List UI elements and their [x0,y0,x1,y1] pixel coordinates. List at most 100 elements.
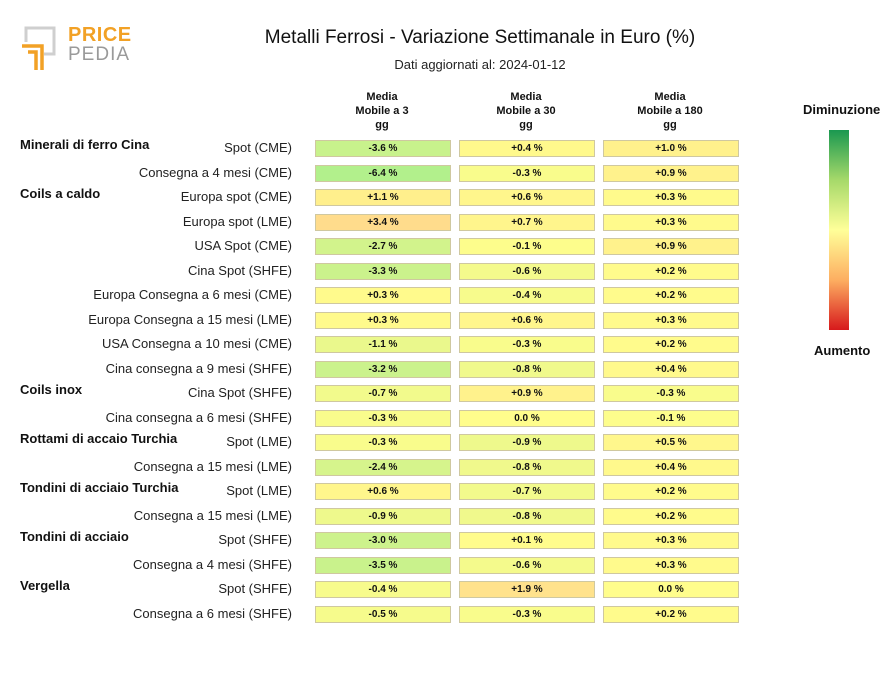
heatmap-cell: -2.7 % [315,238,451,255]
row-label: Europa spot (LME) [182,213,292,229]
heatmap-cell: -3.5 % [315,556,451,574]
logo-word-pedia: PEDIA [68,44,131,65]
heatmap-cell: -0.7 % [459,483,595,500]
heatmap-cell: +0.3 % [315,287,451,304]
heatmap-cell: -2.4 % [315,458,451,476]
column-header-line: Media [654,91,686,103]
heatmap-cell: +0.5 % [603,434,739,451]
column-header-line: Mobile a 180 [637,105,703,117]
heatmap-cell: +0.2 % [603,483,739,500]
heatmap-cell: -0.3 % [459,164,595,182]
row-label: Europa spot (CME) [180,189,292,204]
heatmap-cell: +0.3 % [603,532,739,549]
legend-label-increase: Aumento [814,343,871,358]
column-header-line: gg [519,119,533,131]
group-label: Tondini di acciaio [20,529,129,544]
chart-title: Metalli Ferrosi - Variazione Settimanale… [264,27,696,48]
heatmap-cell: 0.0 % [459,409,595,427]
column-header-30gg: Media Mobile a 30 gg [458,90,594,132]
heatmap-cell: -0.9 % [459,434,595,451]
column-header-180gg: Media Mobile a 180 gg [602,90,738,132]
heatmap-cell: +0.7 % [459,213,595,231]
row-label: Consegna a 15 mesi (LME) [133,458,292,474]
group-label: Tondini di acciaio Turchia [20,480,179,495]
heatmap-cell: -1.1 % [315,336,451,353]
row-label: Spot (SHFE) [218,532,292,547]
heatmap-cell: +0.2 % [603,605,739,623]
row-label: Consegna a 4 mesi (CME) [138,164,292,180]
heatmap-cell: -3.3 % [315,262,451,280]
heatmap-cell: +0.4 % [603,458,739,476]
column-header-line: Mobile a 30 [496,105,556,117]
row-label: Europa Consegna a 6 mesi (CME) [93,287,292,302]
heatmap-cell: +1.0 % [603,140,739,157]
group-label: Coils inox [20,382,83,397]
heatmap-cell: +0.9 % [603,238,739,255]
row-label: Cina consegna a 9 mesi (SHFE) [105,360,292,376]
row-label: Consegna a 4 mesi (SHFE) [133,556,292,572]
legend-color-scale [829,130,849,330]
heatmap-cell: +0.1 % [459,532,595,549]
column-header-line: Media [510,91,542,103]
column-header-line: Media [366,91,398,103]
group-label: Minerali di ferro Cina [20,137,150,152]
legend-label-decrease: Diminuzione [803,102,880,117]
pricepedia-logo-icon [22,26,56,70]
row-label: Spot (SHFE) [218,581,292,596]
heatmap-cell: +0.3 % [603,556,739,574]
heatmap-cell: +0.4 % [459,140,595,157]
heatmap-cell: -0.4 % [315,581,451,598]
heatmap-cell: +0.3 % [603,213,739,231]
row-label: USA Consegna a 10 mesi (CME) [101,336,292,351]
column-header-line: gg [375,119,389,131]
heatmap-cell: -0.3 % [459,605,595,623]
heatmap-cell: +0.9 % [459,385,595,402]
row-label: Cina Spot (SHFE) [187,385,292,400]
heatmap-cell: -0.4 % [459,287,595,304]
heatmap-cell: -0.8 % [459,507,595,525]
heatmap-cell: +0.3 % [315,311,451,329]
row-label: USA Spot (CME) [194,238,292,253]
heatmap-cell: +0.6 % [459,311,595,329]
heatmap-cell: +3.4 % [315,213,451,231]
heatmap-cell: -3.2 % [315,360,451,378]
group-label: Vergella [20,578,70,593]
heatmap-cell: +0.4 % [603,360,739,378]
heatmap-cell: -0.3 % [603,385,739,402]
heatmap-cell: -3.0 % [315,532,451,549]
heatmap-cell: -0.5 % [315,605,451,623]
column-header-line: gg [663,119,677,131]
group-label: Coils a caldo [20,186,101,201]
heatmap-cell: -0.8 % [459,458,595,476]
heatmap-cell: +1.1 % [315,189,451,206]
heatmap-cell: -0.3 % [315,434,451,451]
row-label: Consegna a 15 mesi (LME) [133,507,292,523]
pricepedia-logo: PRICE PEDIA [20,24,132,74]
heatmap-cell: -3.6 % [315,140,451,157]
heatmap-cell: -0.3 % [459,336,595,353]
heatmap-cell: +0.6 % [315,483,451,500]
heatmap-cell: +0.9 % [603,164,739,182]
heatmap-cell: +0.2 % [603,507,739,525]
heatmap-cell: 0.0 % [603,581,739,598]
heatmap-cell: +0.3 % [603,311,739,329]
chart-subtitle: Dati aggiornati al: 2024-01-12 [394,57,566,72]
row-label: Consegna a 6 mesi (SHFE) [133,605,292,621]
logo-word-price: PRICE [68,24,132,46]
heatmap-cell: -0.9 % [315,507,451,525]
row-label: Spot (LME) [226,434,292,449]
heatmap-cell: +0.2 % [603,336,739,353]
heatmap-cell: -0.6 % [459,556,595,574]
heatmap-cell: -0.6 % [459,262,595,280]
heatmap-cell: +0.2 % [603,287,739,304]
heatmap-cell: -0.3 % [315,409,451,427]
heatmap-cell: -0.8 % [459,360,595,378]
heatmap-cell: +1.9 % [459,581,595,598]
heatmap-cell: -0.1 % [603,409,739,427]
group-label: Rottami di accaio Turchia [20,431,178,446]
heatmap-cell: +0.3 % [603,189,739,206]
heatmap-cell: +0.2 % [603,262,739,280]
heatmap-cell: -6.4 % [315,164,451,182]
column-header-line: Mobile a 3 [355,105,409,117]
